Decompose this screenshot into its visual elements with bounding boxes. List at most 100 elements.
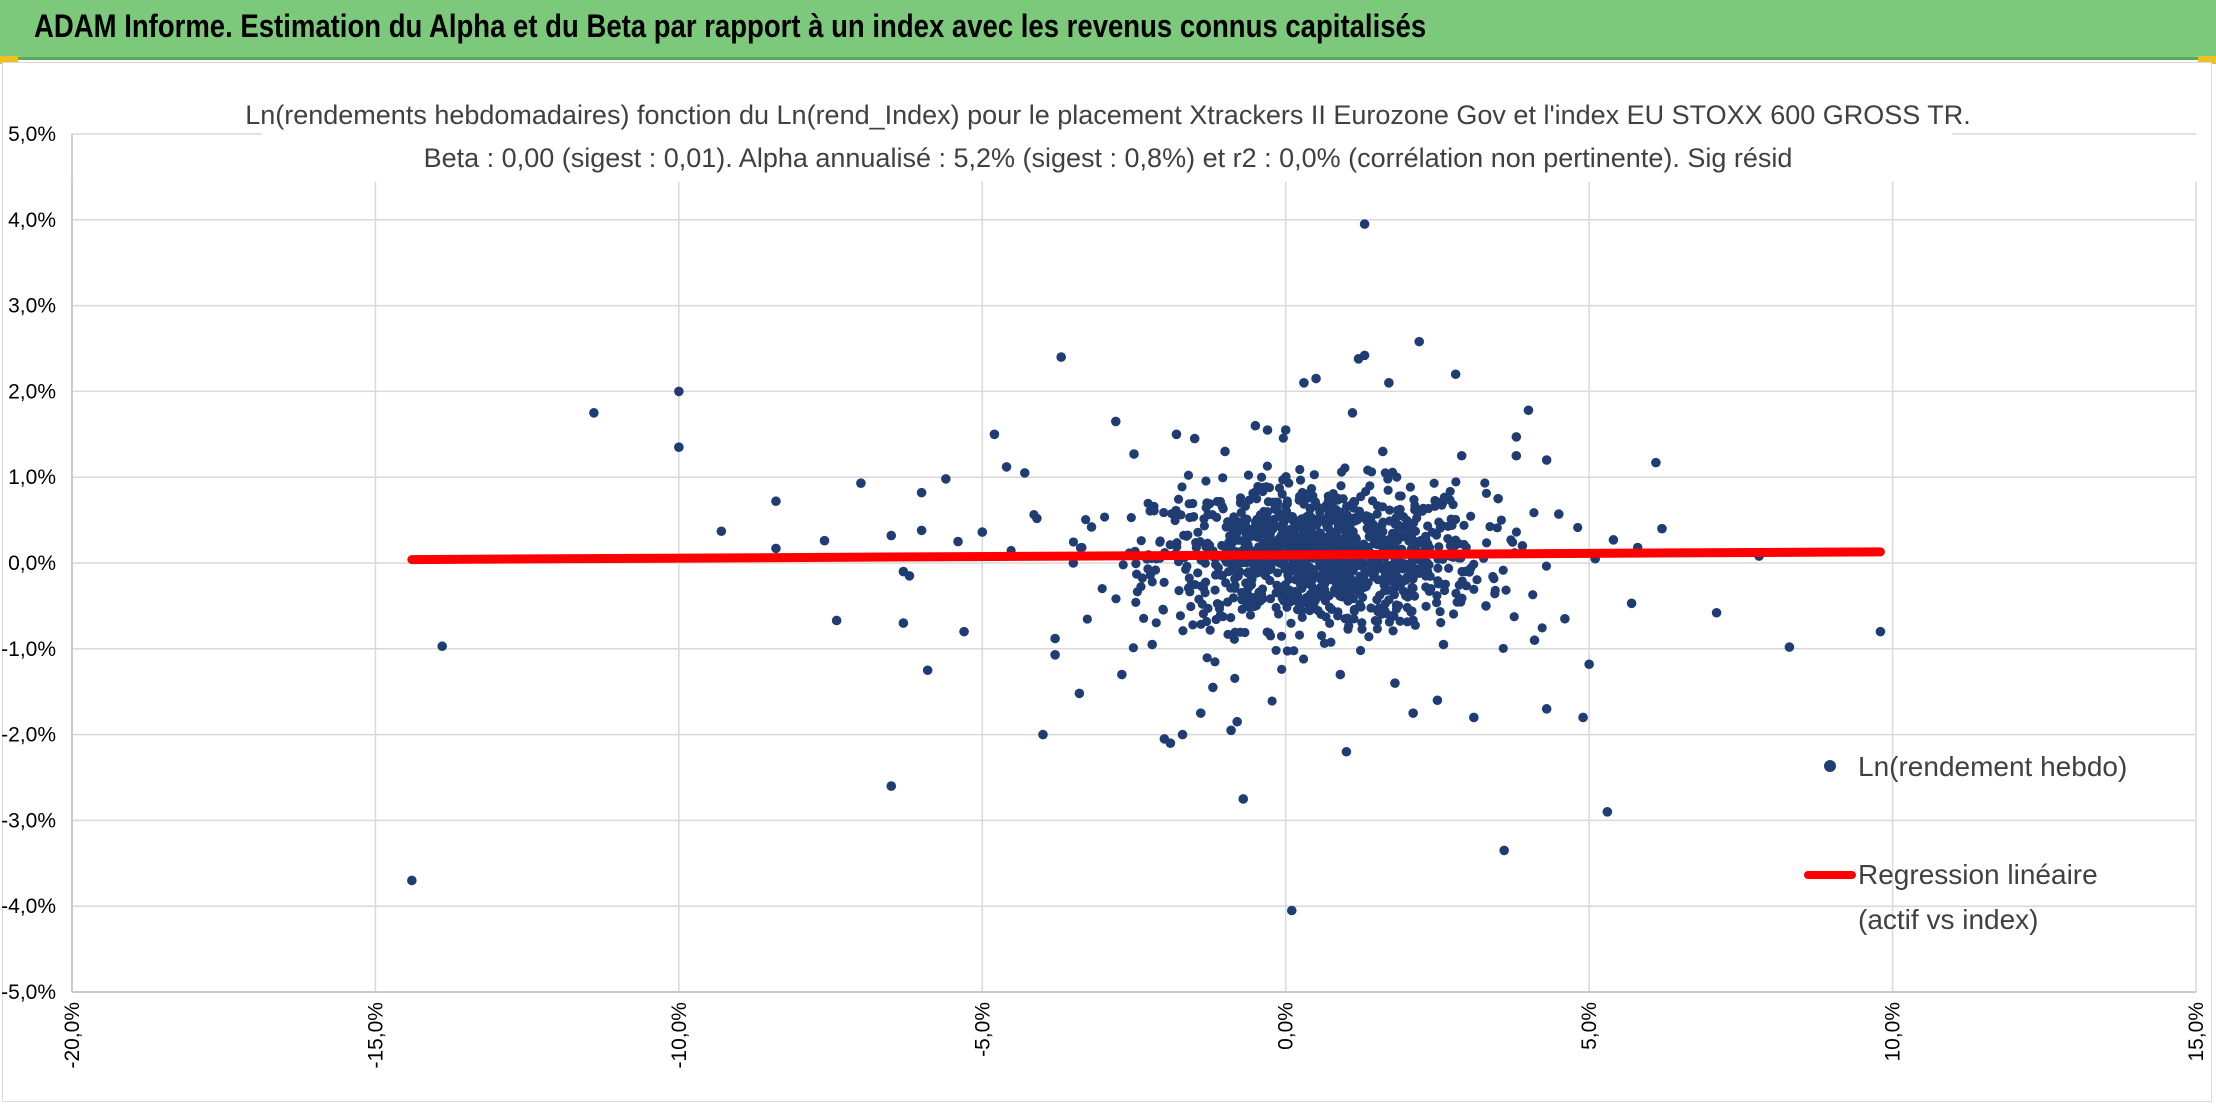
cloud-point (1354, 588, 1365, 598)
cloud-point (1237, 594, 1247, 604)
cloud-point (1434, 542, 1444, 552)
cloud-point (1366, 568, 1376, 578)
cloud-point (1392, 472, 1402, 482)
cloud-point (1265, 594, 1276, 604)
data-point (922, 665, 933, 676)
legend: Ln(rendement hebdo) Regression linéaire … (1804, 751, 2127, 935)
cloud-point (1217, 501, 1227, 511)
cloud-point (1174, 586, 1184, 596)
cloud-point (1355, 645, 1366, 656)
data-point (1456, 450, 1467, 461)
data-point (1469, 712, 1479, 723)
cloud-point (1305, 516, 1315, 527)
cloud-point (1183, 530, 1193, 540)
cloud-point (1075, 543, 1086, 553)
cloud-point (1229, 559, 1240, 569)
data-point (941, 474, 951, 484)
data-point (1511, 450, 1522, 461)
cloud-point (1155, 536, 1165, 546)
y-tick-label: -2,0% (1, 724, 56, 747)
cloud-point (1367, 467, 1377, 477)
cloud-point (1439, 492, 1449, 502)
cloud-point (1414, 568, 1424, 578)
cloud-point (1286, 562, 1296, 572)
cloud-point (1199, 521, 1210, 531)
cloud-point (1498, 565, 1508, 575)
cloud-point (1508, 537, 1518, 547)
cloud-point (1573, 522, 1583, 533)
cloud-point (1068, 537, 1079, 547)
cloud-point (1460, 567, 1470, 577)
cloud-point (1421, 559, 1431, 569)
cloud-point (1294, 567, 1304, 578)
cloud-point (1444, 563, 1454, 573)
y-tick-label: 5,0% (8, 123, 56, 146)
cloud-point (1132, 587, 1142, 597)
data-points (407, 219, 1886, 916)
cloud-point (1496, 515, 1506, 525)
cloud-point (1352, 515, 1362, 525)
cloud-point (1136, 536, 1146, 546)
cloud-point (1316, 516, 1326, 526)
cloud-point (1201, 503, 1211, 513)
cloud-point (1498, 643, 1508, 654)
data-point (1541, 455, 1552, 465)
cloud-point (1310, 497, 1321, 507)
cloud-point (1435, 606, 1445, 617)
cloud-point (1372, 624, 1382, 634)
data-point (407, 875, 417, 886)
x-tick-label: 5,0% (1578, 1002, 1601, 1050)
data-point (771, 496, 781, 507)
cloud-point (1131, 597, 1141, 607)
x-tick-label: -10,0% (668, 1002, 691, 1069)
cloud-point (1205, 625, 1215, 635)
cloud-point (1258, 486, 1268, 497)
cloud-point (1511, 527, 1522, 537)
data-point (1050, 650, 1060, 660)
cloud-point (1228, 593, 1239, 603)
cloud-point (1472, 575, 1482, 585)
cloud-point (1305, 538, 1315, 548)
cloud-point (1390, 583, 1400, 593)
cloud-point (1293, 561, 1303, 571)
cloud-point (1212, 512, 1222, 522)
cloud-point (1173, 494, 1184, 504)
cloud-point (1306, 484, 1317, 494)
corner-marker-top-right (2198, 56, 2216, 64)
cloud-point (1196, 619, 1206, 629)
report-banner: ADAM Informe. Estimation du Alpha et du … (0, 0, 2216, 60)
cloud-point (1286, 618, 1296, 628)
cloud-point (1336, 518, 1346, 528)
data-point (1341, 746, 1352, 757)
data-point (1311, 373, 1321, 384)
cloud-point (1175, 611, 1186, 621)
data-point (1560, 613, 1570, 624)
cloud-point (1437, 500, 1447, 510)
cloud-point (1377, 520, 1387, 530)
data-point (1032, 513, 1042, 524)
cloud-point (1185, 512, 1195, 523)
y-tick-label: -4,0% (1, 895, 56, 918)
cloud-point (1230, 566, 1241, 576)
cloud-point (1149, 506, 1159, 516)
cloud-point (1366, 603, 1376, 613)
cloud-point (1387, 562, 1397, 572)
cloud-point (1230, 583, 1240, 593)
cloud-point (1132, 569, 1142, 579)
data-point (1147, 639, 1158, 650)
data-point (1378, 446, 1388, 457)
data-point (1280, 425, 1291, 435)
cloud-point (1361, 581, 1371, 592)
data-point (1651, 457, 1661, 468)
regression-line-layer (407, 547, 1885, 565)
data-point (1541, 704, 1552, 714)
cloud-point (1339, 591, 1350, 601)
data-point (1602, 807, 1613, 817)
cloud-point (1364, 632, 1374, 642)
cloud-point (1257, 584, 1268, 594)
data-point (989, 429, 1000, 440)
cloud-point (1271, 588, 1281, 598)
cloud-point (1193, 527, 1203, 537)
cloud-point (1263, 497, 1273, 507)
cloud-point (1295, 475, 1306, 485)
